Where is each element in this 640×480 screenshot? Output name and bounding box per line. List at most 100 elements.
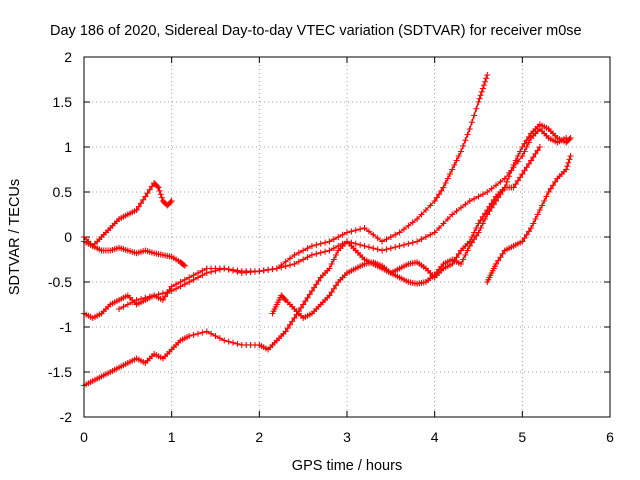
data-point-marker <box>477 217 484 224</box>
data-point-marker <box>460 142 467 149</box>
data-point-marker <box>155 291 162 298</box>
data-point-marker <box>400 226 407 233</box>
y-tick-label: -2 <box>60 409 73 425</box>
data-point-marker <box>287 255 294 262</box>
data-point-marker <box>414 216 421 222</box>
data-point-marker <box>460 256 467 263</box>
data-point-marker <box>473 232 480 239</box>
data-point-marker <box>326 247 333 254</box>
data-point-marker <box>440 220 447 227</box>
data-point-marker <box>190 331 197 338</box>
data-point-marker <box>287 262 294 269</box>
data-point-marker <box>208 330 215 337</box>
data-point-marker <box>339 231 346 238</box>
data-point-marker <box>545 189 552 195</box>
data-point-marker <box>328 261 335 267</box>
data-point-marker <box>508 167 515 174</box>
data-point-marker <box>313 241 320 248</box>
data-point-marker <box>468 234 475 240</box>
data-point-marker <box>451 162 458 168</box>
data-point-marker <box>330 256 337 263</box>
data-point-marker <box>203 270 210 276</box>
data-point-marker <box>295 249 302 256</box>
data-point-marker <box>181 281 188 288</box>
data-point-marker <box>225 338 232 345</box>
data-point-marker <box>300 247 307 254</box>
data-point-marker <box>230 266 237 273</box>
data-point-marker <box>444 175 451 182</box>
data-point-marker <box>199 272 206 279</box>
y-tick-label: 2 <box>64 49 72 65</box>
data-point-marker <box>330 245 337 252</box>
data-point-marker <box>493 261 500 267</box>
data-point-marker <box>482 78 489 85</box>
data-point-marker <box>536 207 543 213</box>
data-point-marker <box>449 211 456 218</box>
grid-lines <box>84 57 610 417</box>
data-point-marker <box>427 231 434 238</box>
data-point-marker <box>510 162 517 168</box>
data-point-marker <box>190 276 197 283</box>
data-point-marker <box>530 220 537 227</box>
data-point-marker <box>488 185 495 192</box>
data-point-marker <box>159 297 166 303</box>
data-point-marker <box>525 133 532 140</box>
x-tick-label: 0 <box>80 429 88 445</box>
data-point-marker <box>162 293 169 300</box>
data-point-marker <box>256 268 263 275</box>
data-point-marker <box>379 247 386 254</box>
data-point-marker <box>479 85 486 92</box>
data-point-marker <box>158 194 165 201</box>
data-point-marker <box>471 229 478 236</box>
axis-ticks: 0 1 2 3 4 5 6 -2 -1.5 -1 -0.5 0 0.5 1 1.5 2 <box>48 49 614 445</box>
data-point-marker <box>300 256 307 263</box>
data-point-marker <box>326 265 333 272</box>
data-point-marker <box>137 295 144 302</box>
data-point-marker <box>466 126 473 132</box>
data-point-marker <box>466 198 473 204</box>
data-point-marker <box>501 175 508 182</box>
data-point-marker <box>339 240 346 247</box>
data-point-marker <box>315 277 322 284</box>
series-arc-1 <box>81 180 175 249</box>
data-point-marker <box>142 294 149 301</box>
data-point-marker <box>431 198 438 204</box>
data-point-marker <box>440 184 447 191</box>
series-line <box>271 123 571 319</box>
data-point-marker <box>194 330 201 337</box>
data-point-marker <box>146 293 153 300</box>
data-point-marker <box>265 266 272 273</box>
series-line <box>346 146 541 279</box>
data-point-marker <box>330 236 337 243</box>
data-point-marker <box>164 289 171 296</box>
data-point-marker <box>291 315 298 321</box>
data-point-marker <box>433 194 440 201</box>
data-point-marker <box>304 254 311 261</box>
data-point-marker <box>278 264 285 271</box>
data-point-marker <box>120 303 127 310</box>
data-point-marker <box>512 181 519 188</box>
y-tick-label: 0 <box>64 229 72 245</box>
data-point-marker <box>449 261 456 267</box>
data-point-marker <box>484 189 491 195</box>
series-line <box>118 128 567 310</box>
data-point-marker <box>418 211 425 218</box>
data-point-marker <box>124 301 131 308</box>
data-point-marker <box>444 216 451 222</box>
chart-title: Day 186 of 2020, Sidereal Day-to-day VTE… <box>50 23 582 39</box>
data-point-marker <box>447 171 454 177</box>
data-point-marker <box>216 335 223 342</box>
data-point-marker <box>462 252 469 258</box>
data-point-marker <box>477 92 484 99</box>
data-point-marker <box>455 153 462 159</box>
data-point-marker <box>151 292 158 299</box>
data-point-marker <box>457 261 464 267</box>
data-point-marker <box>370 245 377 252</box>
data-point-marker <box>361 225 368 231</box>
data-point-marker <box>409 239 416 246</box>
data-point-marker <box>168 288 175 294</box>
data-point-marker <box>194 274 201 281</box>
data-point-marker <box>567 153 574 159</box>
data-point-marker <box>230 339 237 346</box>
